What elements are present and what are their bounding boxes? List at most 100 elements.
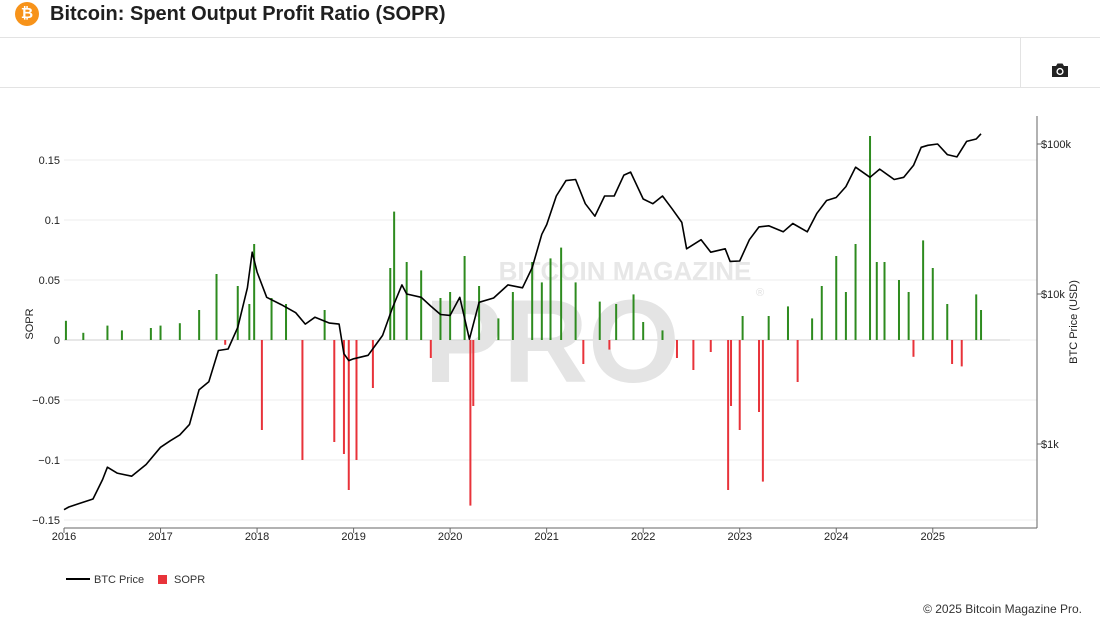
x-tick-label: 2023 xyxy=(727,531,751,543)
toolbar xyxy=(0,38,1100,88)
legend-label-btc-price: BTC Price xyxy=(94,574,145,586)
sopr-bar-positive xyxy=(897,280,900,340)
sopr-bar-negative xyxy=(675,340,678,358)
sopr-bar-negative xyxy=(951,340,954,364)
sopr-bar-negative xyxy=(347,340,350,490)
sopr-bar-positive xyxy=(615,304,618,340)
sopr-bar-positive xyxy=(820,286,823,340)
legend-item-sopr[interactable]: SOPR xyxy=(158,574,205,586)
left-tick-label: 0.15 xyxy=(39,155,60,167)
btc-price-line xyxy=(63,133,982,511)
sopr-bar-negative xyxy=(333,340,336,442)
sopr-bar-positive xyxy=(661,330,664,340)
sopr-bar-positive xyxy=(463,256,466,340)
sopr-bar-positive xyxy=(248,304,251,340)
sopr-bar-positive xyxy=(883,262,886,340)
sopr-bar-positive xyxy=(439,298,442,340)
sopr-bar-positive xyxy=(198,310,201,340)
sopr-bar-positive xyxy=(253,244,256,340)
camera-icon[interactable] xyxy=(1051,62,1069,78)
sopr-chart: BITCOIN MAGAZINE PRO ® 2016 2017 2018 2019 2… xyxy=(24,116,1080,543)
toolbar-divider xyxy=(1020,38,1021,87)
sopr-bar-positive xyxy=(497,318,500,340)
copyright-text: © 2025 Bitcoin Magazine Pro. xyxy=(923,602,1082,616)
watermark-registered-mark: ® xyxy=(756,287,764,299)
sopr-bar-positive xyxy=(946,304,949,340)
sopr-bar-positive xyxy=(975,294,978,340)
x-tick-label: 2017 xyxy=(148,531,172,543)
x-tick-label: 2022 xyxy=(631,531,655,543)
x-tick-label: 2016 xyxy=(52,531,76,543)
left-tick-label: −0.05 xyxy=(32,395,60,407)
sopr-bar-positive xyxy=(741,316,744,340)
sopr-bar-positive xyxy=(389,268,392,340)
legend-label-sopr: SOPR xyxy=(174,574,206,586)
right-tick-label: $1k xyxy=(1041,439,1059,451)
sopr-bar-negative xyxy=(730,340,733,406)
sopr-bar-positive xyxy=(632,294,635,340)
sopr-bar-negative xyxy=(692,340,695,370)
x-tick-label: 2020 xyxy=(438,531,462,543)
sopr-bar-negative xyxy=(758,340,761,412)
sopr-bar-positive xyxy=(540,282,543,340)
left-tick-label: 0.1 xyxy=(45,215,60,227)
sopr-bar-positive xyxy=(767,316,770,340)
sopr-bar-positive xyxy=(405,262,408,340)
sopr-bar-positive xyxy=(560,247,563,340)
sopr-bar-negative xyxy=(224,340,227,345)
x-tick-label: 2025 xyxy=(921,531,945,543)
x-tick-label: 2024 xyxy=(824,531,848,543)
sopr-bar-positive xyxy=(549,258,552,340)
sopr-bar-positive xyxy=(854,244,857,340)
sopr-bar-negative xyxy=(472,340,475,406)
axes xyxy=(64,116,1038,529)
sopr-bar-positive xyxy=(980,310,983,340)
x-tick-label: 2021 xyxy=(534,531,558,543)
right-axis-title: BTC Price (USD) xyxy=(1068,280,1080,364)
sopr-bar-positive xyxy=(159,325,162,340)
sopr-bar-positive xyxy=(120,330,123,340)
sopr-bar-positive xyxy=(106,325,109,340)
sopr-bar-positive xyxy=(420,270,423,340)
bitcoin-logo-icon: ₿ xyxy=(15,2,39,26)
sopr-bar-negative xyxy=(727,340,730,490)
sopr-bar-negative xyxy=(796,340,799,382)
sopr-bar-negative xyxy=(761,340,764,482)
sopr-bar-positive xyxy=(236,286,239,340)
sopr-bar-positive xyxy=(598,301,601,340)
legend-item-btc-price[interactable]: BTC Price xyxy=(66,574,144,586)
sopr-bar-negative xyxy=(301,340,304,460)
sopr-bar-negative xyxy=(342,340,345,454)
sopr-bar-positive xyxy=(835,256,838,340)
sopr-bar-positive xyxy=(875,262,878,340)
left-tick-label: 0 xyxy=(54,335,60,347)
left-axis-ticks: 0.15 0.1 0.05 0 −0.05 −0.1 −0.15 xyxy=(32,155,60,527)
sopr-bar-positive xyxy=(178,323,181,340)
sopr-bar-positive xyxy=(931,268,934,340)
page-title: Bitcoin: Spent Output Profit Ratio (SOPR… xyxy=(50,3,446,25)
sopr-bar-positive xyxy=(642,322,645,340)
legend-line-swatch xyxy=(66,578,90,581)
sopr-bar-positive xyxy=(786,306,789,340)
sopr-bar-positive xyxy=(64,320,67,340)
sopr-bar-positive xyxy=(531,262,534,340)
x-axis-ticks: 2016 2017 2018 2019 2020 2021 2022 2023 2024 2025 xyxy=(52,528,945,543)
x-tick-label: 2018 xyxy=(245,531,269,543)
sopr-bar-positive xyxy=(323,310,326,340)
sopr-bar-negative xyxy=(960,340,963,367)
sopr-bar-positive xyxy=(574,282,577,340)
sopr-bar-positive xyxy=(82,332,85,340)
sopr-bar-negative xyxy=(429,340,432,358)
sopr-bar-positive xyxy=(478,286,481,340)
watermark-line-2: PRO xyxy=(424,276,680,408)
sopr-bar-negative xyxy=(709,340,712,352)
sopr-bar-positive xyxy=(811,318,814,340)
legend-red-swatch xyxy=(158,574,167,584)
sopr-bar-negative xyxy=(582,340,585,364)
sopr-bar-positive xyxy=(511,292,514,340)
sopr-bar-negative xyxy=(260,340,263,430)
x-tick-label: 2019 xyxy=(341,531,365,543)
sopr-bar-negative xyxy=(469,340,472,506)
sopr-bar-negative xyxy=(608,340,611,350)
sopr-bars xyxy=(64,136,983,506)
